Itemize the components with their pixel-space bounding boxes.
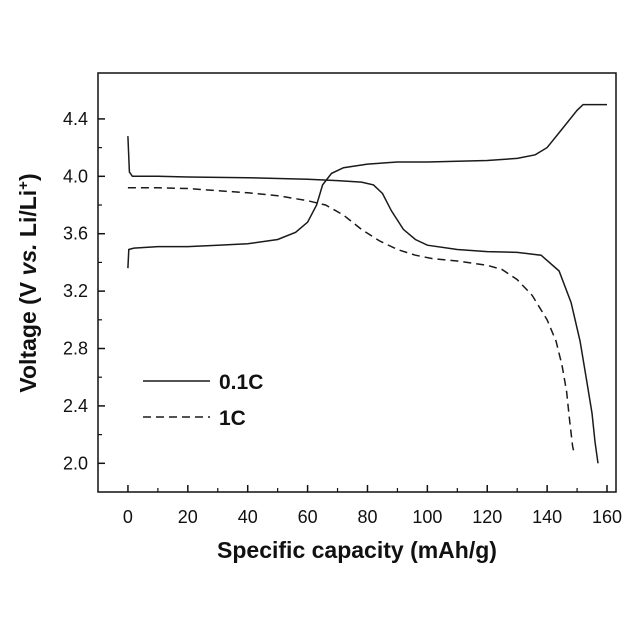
series-01C-charge-line — [128, 105, 607, 269]
x-tick-label: 160 — [592, 507, 622, 527]
y-tick-label: 2.0 — [63, 453, 88, 473]
y-tick-label: 3.6 — [63, 224, 88, 244]
y-tick-label: 4.4 — [63, 109, 88, 129]
x-axis-label: Specific capacity (mAh/g) — [217, 537, 497, 563]
y-tick-label: 2.4 — [63, 396, 88, 416]
y-axis-label: Voltage (V vs. Li/Li+) — [15, 173, 42, 392]
x-tick-label: 100 — [412, 507, 442, 527]
x-tick-label: 40 — [238, 507, 258, 527]
x-tick-label: 20 — [178, 507, 198, 527]
ticks-layer: 0 20 40 60 80 100 120 140 160 2.0 2.4 2.8 3.2 3.6 4.0 4… — [63, 109, 622, 527]
series-01C-discharge-line — [128, 136, 598, 463]
series-1C-discharge-line — [128, 188, 574, 454]
y-tick-label: 4.0 — [63, 166, 88, 186]
x-tick-label: 140 — [532, 507, 562, 527]
x-tick-label: 0 — [123, 507, 133, 527]
x-tick-label: 120 — [472, 507, 502, 527]
plot-frame — [98, 73, 616, 492]
legend: 0.1C 1C — [143, 371, 263, 430]
series-layer — [128, 105, 607, 464]
x-tick-label: 60 — [298, 507, 318, 527]
legend-label-01C: 0.1C — [219, 371, 263, 394]
legend-label-1C: 1C — [219, 407, 246, 430]
x-tick-label: 80 — [357, 507, 377, 527]
y-tick-label: 2.8 — [63, 339, 88, 359]
y-tick-label: 3.2 — [63, 281, 88, 301]
